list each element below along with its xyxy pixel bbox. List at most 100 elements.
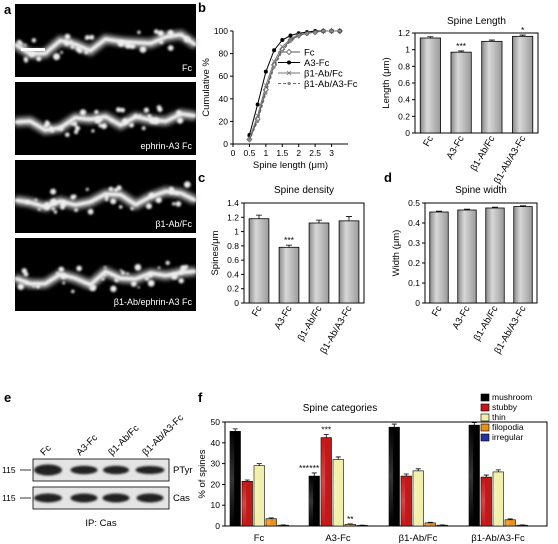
bar-shine (481, 477, 486, 526)
y-tick-label: 0.2 (408, 258, 420, 268)
bar-shine (309, 476, 314, 526)
spine-head (148, 272, 154, 278)
micrograph-1: ephrin-A3 Fc (14, 82, 197, 155)
x-tick-label: Fc (421, 134, 436, 149)
panel-label-e: e (4, 390, 11, 405)
error-bar (495, 469, 501, 472)
bar-shine (230, 431, 235, 526)
x-tick-label: A3-Fc (272, 304, 294, 332)
spine-head (53, 210, 58, 214)
legend-label: filopodia (492, 422, 524, 432)
ip-label: IP: Cas (85, 518, 116, 529)
y-tick-label: 1.2 (398, 28, 410, 38)
y-tick-label: 0 (215, 521, 220, 531)
data-point (271, 59, 277, 64)
x-tick-label: A3-Fc (445, 134, 467, 162)
y-tick-label: 40 (219, 94, 229, 104)
blot-band (103, 465, 129, 475)
y-tick-label: 0 (234, 298, 239, 308)
row-label: Cas (173, 493, 190, 504)
spine-head (130, 280, 137, 287)
spine-head (180, 265, 187, 272)
significance-stars: ** (347, 514, 354, 524)
legend-marker (285, 48, 293, 56)
chart-title: Spine categories (303, 403, 378, 414)
micrograph-label: β1-Ab/Fc (155, 219, 192, 229)
x-tick-label: A3-Fc (325, 533, 351, 544)
error-bar (507, 518, 513, 520)
legend-label: Fc (304, 48, 315, 59)
micrograph-label: β1-Ab/ephrin-A3 Fc (114, 297, 193, 307)
spine-head (114, 277, 119, 283)
spine-head (155, 197, 162, 204)
error-bar (471, 422, 477, 426)
spine-head (130, 206, 134, 211)
data-point (288, 33, 293, 38)
y-tick-label: 0.8 (398, 61, 410, 71)
significance-stars: *** (284, 235, 295, 245)
legend-label: mushroom (492, 392, 532, 402)
spine-head (171, 273, 178, 280)
spine-head (56, 272, 60, 276)
spine-head (152, 117, 160, 125)
legend-swatch (480, 433, 490, 442)
row-label: PTyr (173, 465, 193, 476)
spine-head (147, 114, 152, 119)
error-bar (427, 36, 434, 38)
data-point (272, 65, 276, 69)
blot-band (136, 493, 164, 503)
spine-head (148, 192, 155, 199)
spine-head (110, 285, 117, 292)
x-tick-label: Fc (250, 304, 265, 319)
x-tick-label: 1 (263, 148, 268, 158)
spine-head (139, 46, 147, 53)
x-axis-label: Spine length (μm) (253, 160, 328, 171)
error-bar (403, 473, 409, 477)
spine-head (74, 208, 78, 212)
spine-head (79, 109, 87, 116)
error-bar (427, 521, 433, 523)
y-tick-label: 1.4 (227, 198, 239, 208)
spine-head (70, 44, 75, 49)
error-bar (286, 244, 292, 248)
spine-group (25, 181, 191, 215)
spine-head (44, 121, 51, 127)
blot-band (34, 493, 62, 503)
data-point (280, 49, 284, 53)
bar-shine (469, 425, 474, 526)
legend-swatch (480, 423, 490, 432)
error-bar (488, 39, 495, 42)
y-tick-label: 60 (219, 71, 229, 81)
spine-head (137, 30, 141, 34)
x-tick-label: A3-Fc (450, 304, 472, 332)
marker-label: 115 (2, 493, 16, 503)
data-point (256, 119, 260, 123)
significance-stars: *** (321, 424, 332, 434)
error-bar (335, 456, 341, 460)
spine-head (147, 279, 155, 287)
y-axis-label: Cumulative % (201, 58, 212, 117)
spine-head (51, 207, 55, 211)
error-bar (415, 468, 421, 471)
x-tick-label: β1-Ab/A3-Fc (471, 533, 525, 544)
bar-shine (517, 525, 522, 526)
spine-head (60, 51, 63, 54)
x-tick-label: β1-Ab/A3-Fc (492, 134, 528, 186)
bar-shine (266, 518, 271, 526)
spine-head (84, 36, 88, 40)
bar-shine (389, 427, 394, 526)
spine-head (122, 118, 129, 125)
y-tick-label: 40 (211, 438, 221, 448)
spine-head (124, 41, 132, 49)
bar-shine (401, 476, 406, 526)
spine-head (70, 194, 76, 200)
y-tick-label: 0.2 (398, 111, 410, 121)
y-tick-label: 0 (405, 128, 410, 138)
spine-head (50, 188, 57, 195)
legend-label: β1-Ab/A3-Fc (304, 79, 358, 90)
significance-stars: *** (299, 463, 310, 473)
spine-head (60, 273, 67, 280)
y-tick-label: 0.2 (227, 284, 239, 294)
data-point (247, 139, 252, 143)
spine-head (176, 110, 182, 116)
